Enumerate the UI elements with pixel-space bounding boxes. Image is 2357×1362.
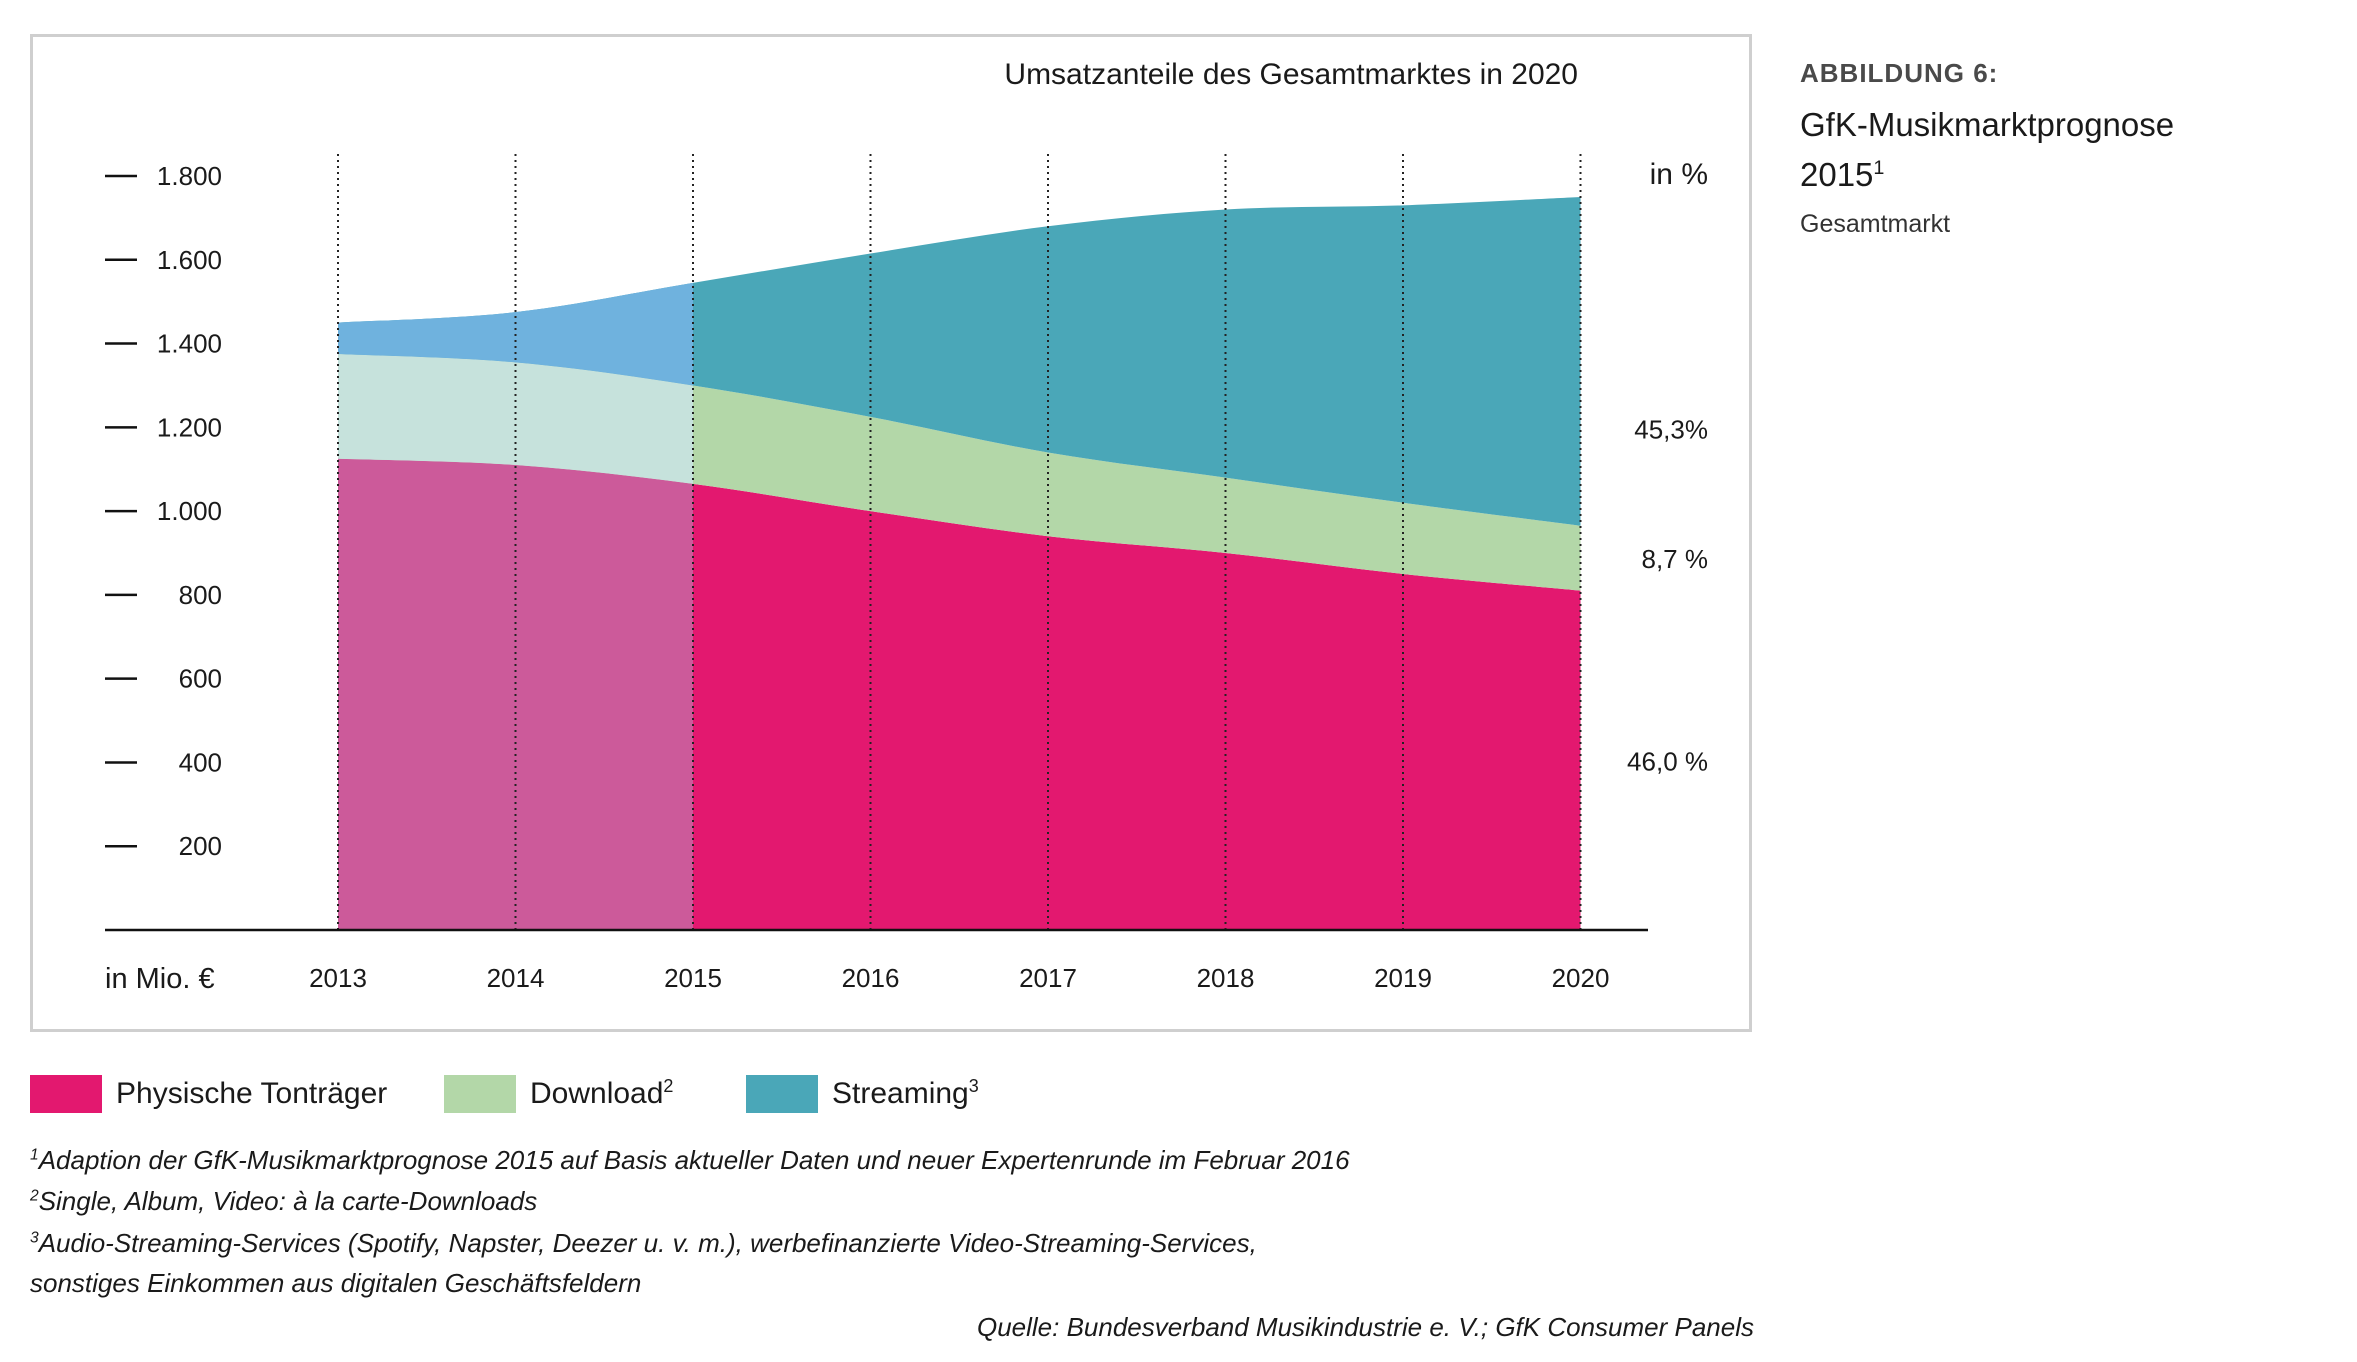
right-axis-label: in % [1650, 158, 1708, 191]
legend-label-download: Download [530, 1077, 664, 1110]
x-tick-label: 2017 [1019, 963, 1077, 993]
legend-swatch-physical [30, 1075, 102, 1113]
figure-title: GfK-Musikmarktprognose 20151 [1800, 100, 2174, 200]
x-tick-label: 2020 [1552, 963, 1610, 993]
legend-label-streaming: Streaming [832, 1077, 969, 1110]
y-tick-label: 200 [179, 831, 222, 861]
x-tick-label: 2018 [1197, 963, 1255, 993]
legend-label-physical: Physische Tonträger [116, 1077, 388, 1110]
figure-title-line1: GfK-Musikmarktprognose [1800, 106, 2175, 143]
legend-swatch-download [444, 1075, 516, 1113]
x-tick-label: 2014 [487, 963, 545, 993]
y-tick-label: 1.600 [157, 245, 222, 275]
y-tick-label: 1.200 [157, 412, 222, 442]
footnote-1: 1Adaption der GfK-Musikmarktprognose 201… [30, 1145, 1350, 1175]
source-note: Quelle: Bundesverband Musikindustrie e. … [976, 1312, 1754, 1342]
legend-item-physical: Physische Tonträger [30, 1074, 387, 1114]
chart-title: Umsatzanteile des Gesamtmarktes in 2020 [1004, 58, 1578, 91]
figure-title-footnote-mark: 1 [1873, 157, 1885, 179]
x-axis-unit-label: in Mio. € [105, 963, 215, 995]
legend-streaming-footnote-mark: 3 [968, 1076, 979, 1096]
figure-title-line2: 2015 [1800, 156, 1874, 193]
share-label-3: 45,3% [1634, 414, 1708, 444]
area-streaming [338, 196, 1581, 526]
y-tick-label: 1.400 [157, 329, 222, 359]
share-label-1: 46,0 % [1627, 746, 1708, 776]
legend-item-download: Download2 [444, 1074, 673, 1114]
stacked-area-chart: 200 400 600 800 1.000 1.200 1.400 1.600 1.800 201… [105, 58, 1709, 995]
chart-frame [30, 34, 1752, 1032]
legend-swatch-streaming [746, 1075, 818, 1113]
y-tick-label: 400 [179, 747, 222, 777]
footnote-3-continued: sonstiges Einkommen aus digitalen Geschä… [30, 1268, 642, 1298]
y-tick-label: 1.800 [157, 161, 222, 191]
legend-item-streaming: Streaming3 [746, 1074, 979, 1114]
y-tick-label: 800 [179, 580, 222, 610]
legend-download-footnote-mark: 2 [663, 1076, 674, 1096]
y-tick-label: 600 [179, 664, 222, 694]
footnote-2: 2Single, Album, Video: à la carte-Downlo… [30, 1186, 538, 1216]
figure-subtitle: Gesamtmarkt [1800, 210, 1951, 238]
figure-label: ABBILDUNG 6: [1800, 58, 1999, 88]
footnote-3: 3Audio-Streaming-Services (Spotify, Naps… [30, 1228, 1257, 1258]
x-tick-label: 2015 [664, 963, 722, 993]
x-tick-label: 2019 [1374, 963, 1432, 993]
y-tick-label: 1.000 [157, 496, 222, 526]
x-tick-label: 2013 [309, 963, 367, 993]
x-tick-label: 2016 [842, 963, 900, 993]
share-label-2: 8,7 % [1642, 544, 1709, 574]
